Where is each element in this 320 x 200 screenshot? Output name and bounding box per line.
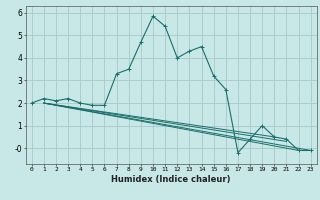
X-axis label: Humidex (Indice chaleur): Humidex (Indice chaleur): [111, 175, 231, 184]
